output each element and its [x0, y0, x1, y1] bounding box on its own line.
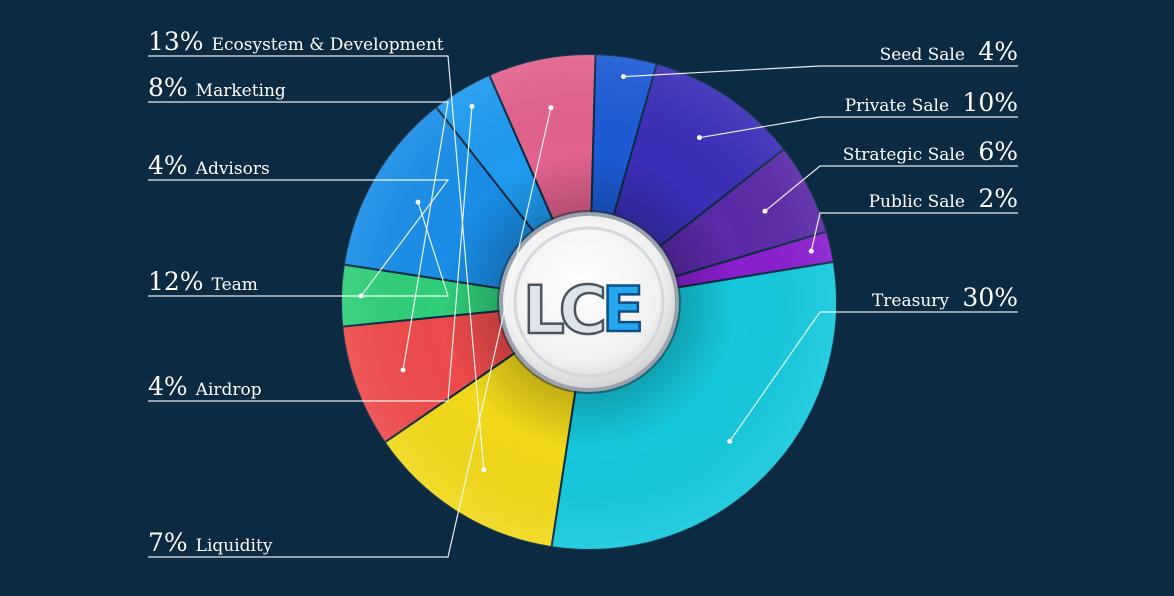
leader-line — [699, 116, 1018, 139]
slice-percent: 8% — [148, 73, 188, 102]
slice-name: Advisors — [195, 159, 270, 179]
label-group-marketing: 8% Marketing — [148, 73, 449, 373]
label-group-ecosystem-and-development: 13% Ecosystem & Development — [148, 27, 487, 473]
leader-dot — [548, 105, 554, 111]
label-group-liquidity: 7% Liquidity — [148, 105, 554, 558]
slice-name: Public Sale — [869, 192, 971, 212]
slice-label: Seed Sale 4% — [880, 37, 1018, 66]
leader-line — [148, 179, 450, 297]
leader-dot — [696, 135, 702, 141]
label-group-team: 12% Team — [148, 199, 449, 297]
label-group-strategic-sale: Strategic Sale 6% — [762, 137, 1018, 214]
leader-line — [810, 212, 1018, 252]
leader-dot — [400, 367, 406, 373]
leader-dot — [481, 467, 487, 473]
slice-name: Liquidity — [196, 536, 273, 556]
slice-percent: 4% — [148, 372, 188, 401]
slice-percent: 7% — [148, 528, 188, 557]
slice-label: Treasury 30% — [872, 283, 1018, 312]
leader-line — [764, 165, 1018, 212]
slice-percent: 12% — [148, 267, 204, 296]
leader-line — [148, 107, 552, 558]
leader-line — [148, 201, 449, 297]
leader-line — [729, 311, 1018, 442]
leader-dot — [469, 103, 475, 109]
slice-label: Private Sale 10% — [845, 88, 1018, 117]
slice-percent: 4% — [978, 37, 1018, 66]
label-group-public-sale: Public Sale 2% — [808, 184, 1018, 254]
slice-name: Seed Sale — [880, 45, 971, 65]
slice-name: Ecosystem & Development — [212, 35, 444, 55]
label-group-airdrop: 4% Airdrop — [148, 103, 475, 402]
label-group-treasury: Treasury 30% — [727, 283, 1018, 444]
slice-label: 8% Marketing — [148, 73, 286, 102]
slice-percent: 13% — [148, 27, 204, 56]
slice-name: Treasury — [872, 291, 954, 311]
svg-text:E: E — [602, 273, 644, 346]
slice-percent: 10% — [962, 88, 1018, 117]
leader-line — [148, 101, 449, 371]
slice-name: Airdrop — [195, 380, 262, 400]
slice-percent: 30% — [962, 283, 1018, 312]
slice-label: 13% Ecosystem & Development — [148, 27, 444, 56]
center-logo-badge: LC E — [497, 210, 681, 394]
label-group-seed-sale: Seed Sale 4% — [620, 37, 1018, 80]
leader-dot — [415, 199, 421, 205]
slice-label: Public Sale 2% — [869, 184, 1018, 213]
slice-name: Team — [212, 275, 258, 295]
slice-percent: 4% — [148, 151, 188, 180]
slice-name: Strategic Sale — [843, 145, 971, 165]
slice-label: 7% Liquidity — [148, 528, 273, 557]
svg-text:LC: LC — [523, 272, 604, 349]
slice-label: 4% Airdrop — [148, 372, 262, 401]
leader-dot — [620, 74, 626, 80]
lce-logo: LC E — [522, 271, 646, 351]
leader-line — [623, 65, 1018, 78]
slice-percent: 2% — [978, 184, 1018, 213]
label-group-advisors: 4% Advisors — [148, 151, 450, 299]
slice-name: Private Sale — [845, 96, 955, 116]
slice-percent: 6% — [978, 137, 1018, 166]
slice-name: Marketing — [196, 81, 286, 101]
leader-dot — [762, 208, 768, 214]
slice-label: Strategic Sale 6% — [843, 137, 1018, 166]
label-group-private-sale: Private Sale 10% — [696, 88, 1018, 141]
leader-dot — [808, 248, 814, 254]
slice-label: 12% Team — [148, 267, 258, 296]
slice-label: 4% Advisors — [148, 151, 270, 180]
leader-line — [148, 106, 473, 402]
leader-line — [148, 55, 485, 470]
leader-dot — [727, 438, 733, 444]
